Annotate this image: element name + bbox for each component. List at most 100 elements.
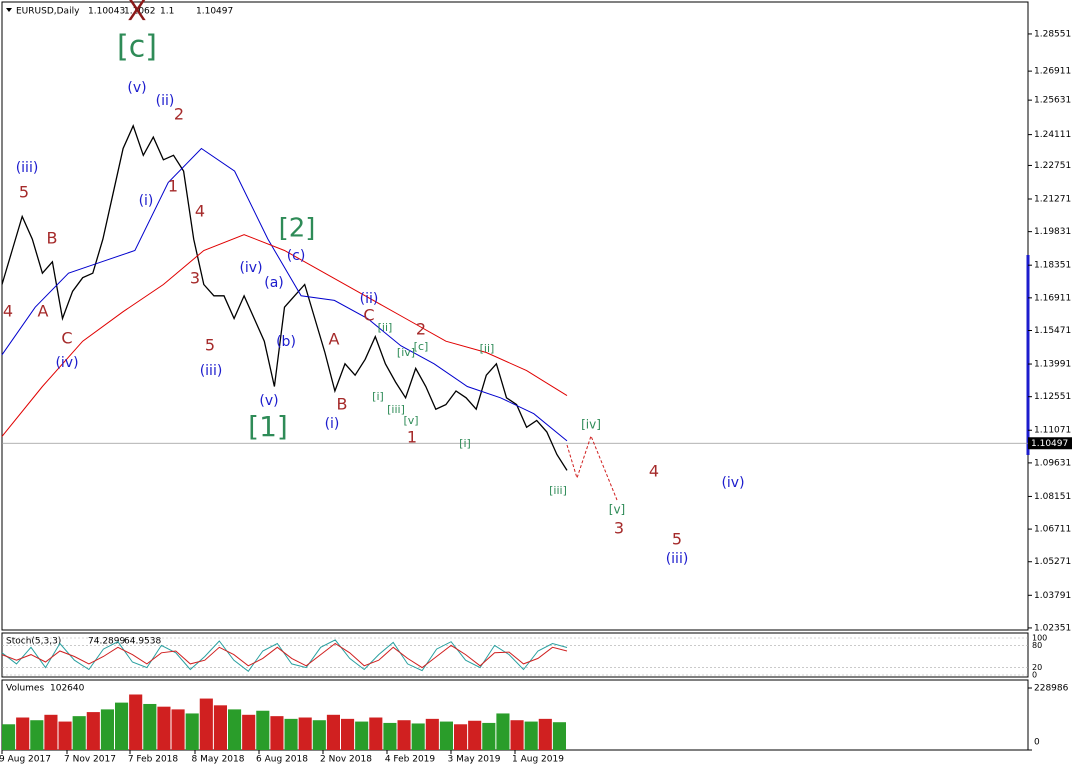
y-tick-label: 1.22751 (1034, 161, 1071, 171)
wave-label: (i) (325, 416, 340, 432)
wave-label: 5 (672, 530, 682, 549)
series-line (1, 642, 568, 669)
series-line (1, 124, 568, 471)
wave-label: [ii] (378, 321, 393, 334)
wave-label: [iii] (387, 403, 405, 416)
wave-label: (iv) (721, 475, 744, 491)
series-line (1, 147, 568, 442)
current-price-label: 1.10497 (1031, 439, 1068, 449)
volume-bar (482, 722, 496, 750)
wave-label: (v) (127, 80, 146, 96)
volume-bar (242, 714, 256, 750)
wave-label: (iii) (200, 363, 223, 379)
x-tick-label: 2 Nov 2018 (320, 755, 372, 765)
wave-label: (ii) (360, 291, 379, 307)
volume-bar (468, 720, 482, 750)
y-tick-label: 1.19831 (1034, 227, 1071, 237)
wave-label: C (61, 329, 72, 348)
volume-bar (270, 716, 284, 750)
wave-label: 4 (3, 302, 13, 321)
volume-bar (2, 724, 16, 750)
volume-bar (256, 710, 270, 750)
close: 1.10497 (196, 7, 233, 17)
volume-bar (30, 720, 44, 750)
volume-bar (185, 713, 199, 750)
stoch-title: Stoch(5,3,3) (6, 637, 61, 647)
wave-label: (b) (276, 334, 296, 350)
wave-label: [ii] (480, 342, 495, 355)
volume-bar (538, 718, 552, 750)
x-tick-label: 9 Aug 2017 (0, 755, 51, 765)
volume-bar (86, 712, 100, 750)
y-tick-label: 228986 (1034, 684, 1069, 694)
wave-label: 3 (614, 519, 624, 538)
y-tick-label: 1.11071 (1034, 426, 1071, 436)
y-tick-label: 1.03791 (1034, 591, 1071, 601)
volume-bar (312, 720, 326, 750)
wave-label: (v) (259, 393, 278, 409)
symbol: EURUSD,Daily (16, 7, 80, 17)
wave-label: 5 (19, 183, 29, 202)
x-tick-label: 1 Aug 2019 (512, 755, 564, 765)
volume-last: 102640 (50, 684, 85, 694)
wave-label: B (337, 395, 348, 414)
wave-label: [i] (372, 390, 384, 403)
volume-bar (383, 722, 397, 750)
series-line (1, 639, 568, 673)
wave-label: C (363, 306, 374, 325)
wave-label: (ii) (156, 93, 175, 109)
wave-label: 5 (205, 336, 215, 355)
volume-bar (284, 718, 298, 750)
wave-label: (iii) (16, 160, 39, 176)
series-line (1, 234, 568, 437)
x-tick-label: 8 May 2018 (192, 755, 245, 765)
y-tick-label: 20 (1032, 663, 1042, 672)
volume-bar (397, 720, 411, 750)
wave-label: [2] (279, 214, 316, 244)
current-price-box (1028, 437, 1072, 450)
volume-bar (72, 716, 86, 750)
wave-label: A (38, 302, 49, 321)
volume-bar (552, 722, 566, 750)
wave-label: [v] (609, 503, 625, 517)
stoch-d: 64.9538 (124, 637, 161, 647)
volume-bar (355, 721, 369, 750)
wave-label: 2 (174, 105, 184, 124)
wave-label: X (127, 0, 146, 27)
wave-label: B (47, 229, 58, 248)
volume-bar (58, 721, 72, 750)
wave-label: [i] (459, 437, 471, 450)
low: 1.1 (160, 7, 174, 17)
y-tick-label: 1.06711 (1034, 525, 1071, 535)
x-tick-label: 7 Nov 2017 (64, 755, 116, 765)
volume-bar (213, 705, 227, 750)
x-tick-label: 7 Feb 2018 (128, 755, 179, 765)
volume-bar (44, 714, 58, 750)
volume-bar (171, 709, 185, 750)
volume-bar (199, 698, 213, 750)
y-tick-label: 1.18351 (1034, 261, 1071, 271)
y-tick-label: 0 (1032, 671, 1037, 680)
volume-bar (454, 724, 468, 750)
menu-arrow (6, 8, 12, 12)
wave-label: [c] (117, 30, 157, 65)
y-tick-label: 1.09631 (1034, 458, 1071, 468)
wave-label: [c] (414, 340, 429, 353)
wave-label: 4 (195, 202, 205, 221)
x-tick-label: 6 Aug 2018 (256, 755, 308, 765)
volume-bar (411, 723, 425, 750)
y-tick-label: 1.28551 (1034, 29, 1071, 39)
volume-bar (369, 717, 383, 750)
y-tick-label: 100 (1032, 634, 1047, 643)
y-tick-label: 1.02351 (1034, 623, 1071, 633)
y-tick-label: 1.25631 (1034, 96, 1071, 106)
volume-bar (228, 709, 242, 750)
open: 1.10043 (88, 7, 125, 17)
y-tick-label: 1.15471 (1034, 326, 1071, 336)
wave-label: [iv] (581, 418, 601, 432)
volume-bar (524, 721, 538, 750)
y-tick-label: 1.16911 (1034, 293, 1071, 303)
y-tick-label: 1.05271 (1034, 557, 1071, 567)
wave-label: 3 (190, 269, 200, 288)
